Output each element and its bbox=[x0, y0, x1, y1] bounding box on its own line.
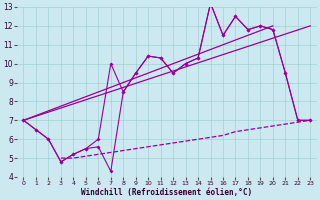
X-axis label: Windchill (Refroidissement éolien,°C): Windchill (Refroidissement éolien,°C) bbox=[81, 188, 252, 197]
